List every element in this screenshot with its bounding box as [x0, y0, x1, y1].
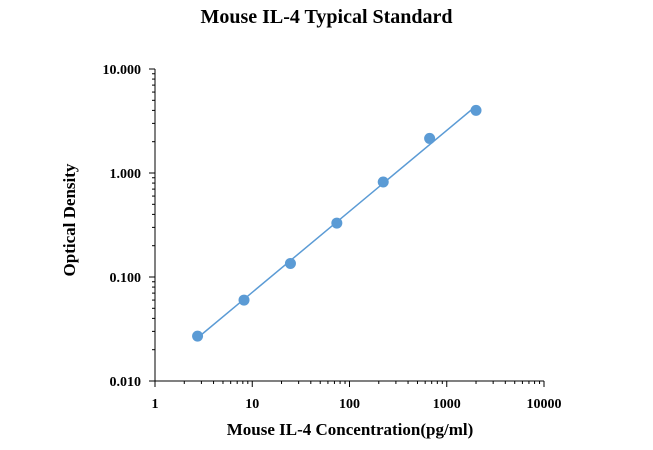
y-tick-label: 10.000: [103, 63, 142, 78]
y-tick-label: 0.010: [110, 375, 142, 390]
data-point: [238, 294, 250, 306]
y-tick-label: 0.100: [110, 271, 142, 286]
x-tick-label: 1: [152, 397, 159, 412]
data-point: [377, 176, 389, 188]
x-axis-label: Mouse IL-4 Concentration(pg/ml): [226, 420, 474, 439]
tick-marks: [149, 68, 545, 387]
y-axis-label: Optical Density: [60, 163, 79, 277]
data-point: [331, 217, 343, 229]
x-tick-label: 10000: [527, 397, 562, 412]
data-point: [284, 257, 296, 269]
y-tick-label: 1.000: [110, 167, 142, 182]
x-tick-label: 100: [339, 397, 360, 412]
chart-title: Mouse IL-4 Typical Standard: [200, 6, 453, 28]
x-tick-label: 1000: [433, 397, 461, 412]
axes: [154, 69, 544, 382]
tick-labels: 1 10 100 1000 10000 0.010 0.100 1.000 10.000: [103, 63, 562, 412]
data-point: [192, 330, 204, 342]
data-point: [470, 104, 482, 116]
data-point: [424, 132, 436, 144]
data-series: [192, 104, 482, 342]
x-tick-label: 10: [245, 397, 259, 412]
